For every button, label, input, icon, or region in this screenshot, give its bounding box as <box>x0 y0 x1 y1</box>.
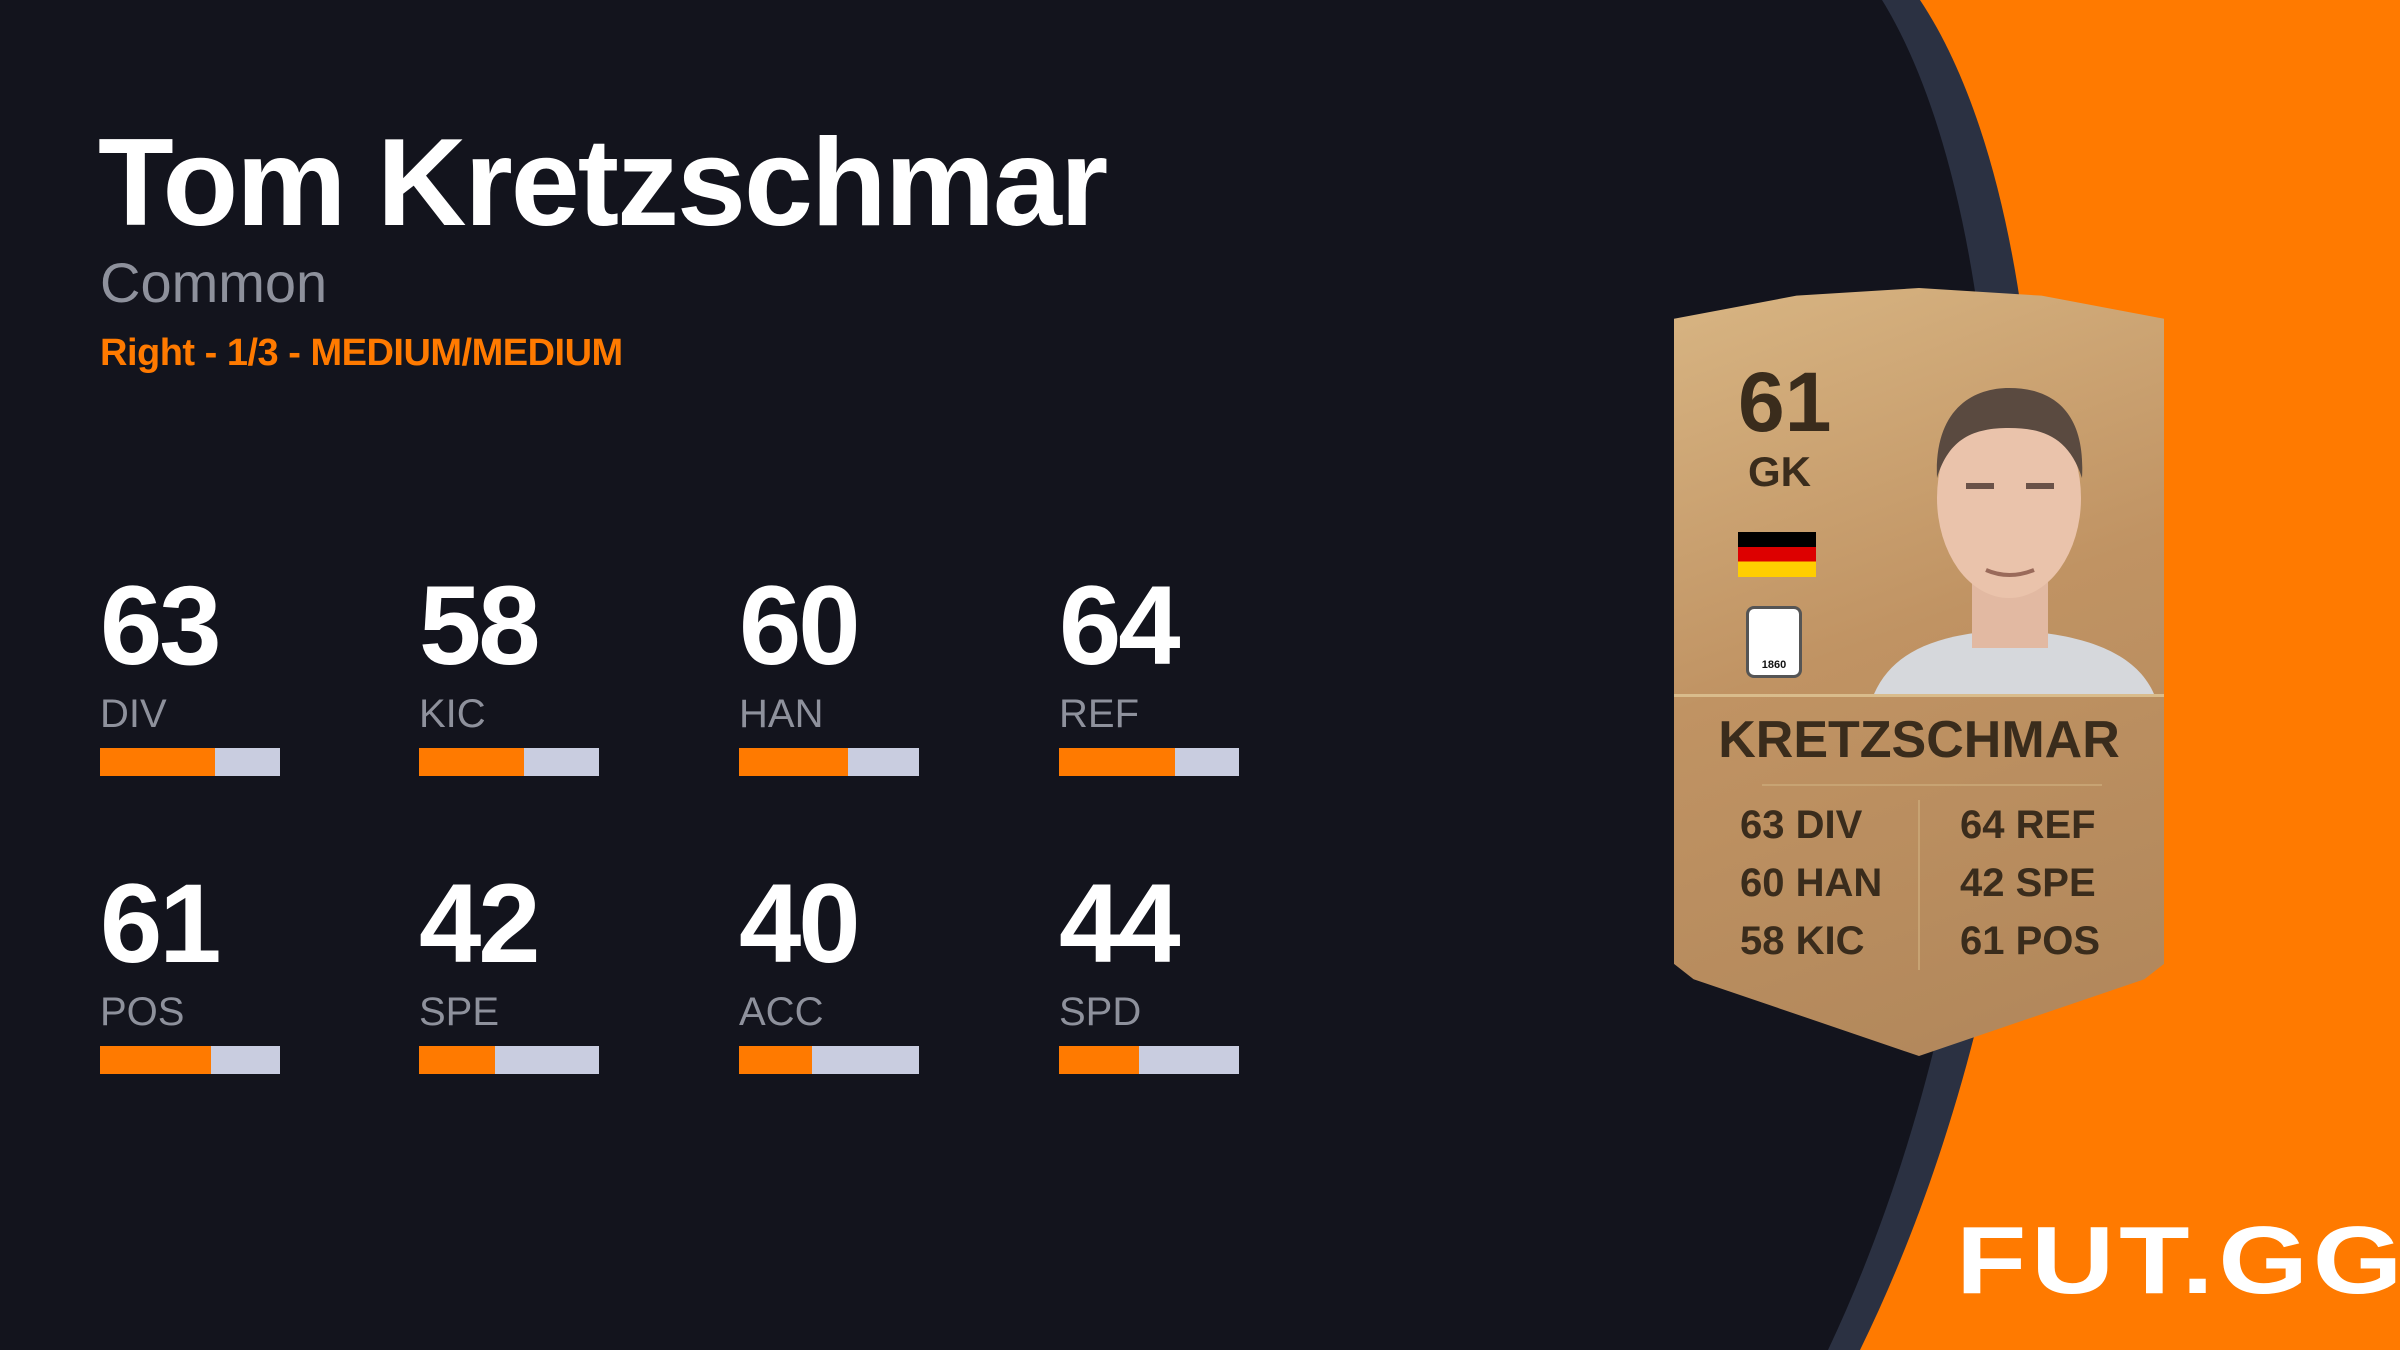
stat-label: SPE <box>419 990 500 1034</box>
stat-ref: 64 REF <box>1059 570 1239 776</box>
card-rating: 61 <box>1738 355 1832 449</box>
stat-bar-fill <box>1059 748 1176 776</box>
stat-bar <box>100 748 280 776</box>
dark-panel <box>0 0 1995 1350</box>
player-name: Tom Kretzschmar <box>98 114 1108 252</box>
stat-label: HAN <box>739 692 824 736</box>
germany-flag-icon <box>1738 532 1816 577</box>
stat-bar <box>1059 1046 1239 1074</box>
card-stat: 42 SPE <box>1960 861 2096 905</box>
stat-value: 64 <box>1059 563 1181 688</box>
stat-label: KIC <box>419 692 486 736</box>
stat-acc: 40 ACC <box>739 868 919 1074</box>
player-traits: Right - 1/3 - MEDIUM/MEDIUM <box>100 332 623 374</box>
stat-value: 58 <box>419 563 541 688</box>
card-stat: 61 POS <box>1960 919 2101 963</box>
card-stat: 64 REF <box>1960 803 2096 847</box>
stat-label: DIV <box>100 692 167 736</box>
stat-han: 60 HAN <box>739 570 919 776</box>
stat-bar <box>419 1046 599 1074</box>
card-stats-divider <box>1918 800 1920 970</box>
stat-bar-fill <box>419 748 525 776</box>
stat-spd: 44 SPD <box>1059 868 1239 1074</box>
card-name-rule <box>1762 784 2102 786</box>
stat-value: 63 <box>100 563 222 688</box>
stat-value: 40 <box>739 861 861 986</box>
card-stat: 60 HAN <box>1740 861 1883 905</box>
player-rarity: Common <box>100 251 328 314</box>
stat-value: 61 <box>100 861 222 986</box>
stat-label: REF <box>1059 692 1139 736</box>
stat-bar <box>100 1046 280 1074</box>
futgg-logo: FUT.GG <box>1956 1207 2400 1314</box>
stat-bar-fill <box>1059 1046 1139 1074</box>
stat-label: SPD <box>1059 990 1142 1034</box>
stat-bar-fill <box>419 1046 496 1074</box>
stat-bar-fill <box>100 748 215 776</box>
stat-value: 42 <box>419 861 541 986</box>
stat-div: 63 DIV <box>100 570 280 776</box>
stat-spe: 42 SPE <box>419 868 599 1074</box>
stat-bar-fill <box>739 748 849 776</box>
stat-bar <box>419 748 599 776</box>
stat-label: ACC <box>739 990 824 1034</box>
stat-label: POS <box>100 990 185 1034</box>
stat-bar <box>1059 748 1239 776</box>
stat-value: 44 <box>1059 861 1181 986</box>
card-divider <box>1674 694 2164 697</box>
player-card: 61 GK 1860 KRETZSCHMAR 63 DIV 60 HAN 58 … <box>1674 288 2164 1056</box>
stat-bar <box>739 748 919 776</box>
card-player-name: KRETZSCHMAR <box>1718 711 2120 769</box>
player-photo <box>1854 348 2164 694</box>
card-stat: 58 KIC <box>1740 919 1865 963</box>
stat-value: 60 <box>739 563 861 688</box>
stat-bar-fill <box>100 1046 211 1074</box>
stat-bar <box>739 1046 919 1074</box>
card-stat: 63 DIV <box>1740 803 1863 847</box>
stat-bar-fill <box>739 1046 812 1074</box>
card-position: GK <box>1748 448 1811 495</box>
stat-kic: 58 KIC <box>419 570 599 776</box>
stat-pos: 61 POS <box>100 868 280 1074</box>
club-badge-icon: 1860 <box>1746 606 1802 678</box>
